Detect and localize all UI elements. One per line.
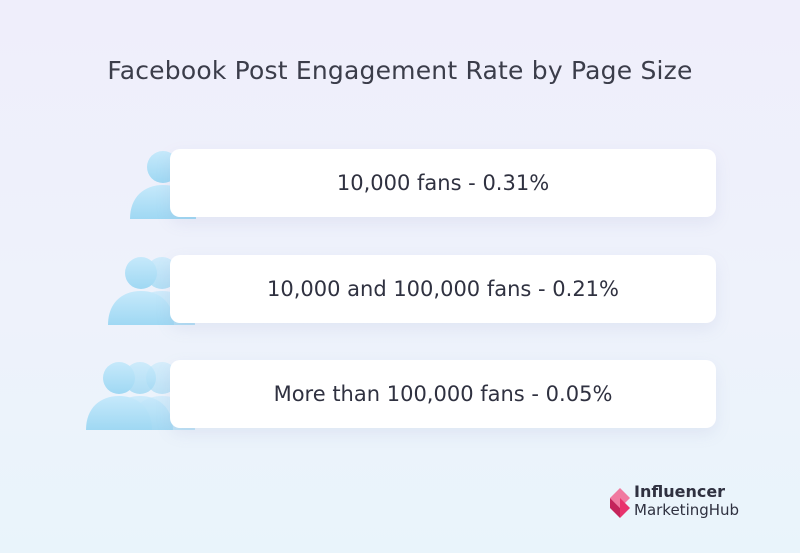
logo-text-line-1: Influencer xyxy=(634,482,726,501)
engagement-row-3: More than 100,000 fans - 0.05% xyxy=(0,358,800,432)
engagement-card: More than 100,000 fans - 0.05% xyxy=(170,360,716,428)
page-title: Facebook Post Engagement Rate by Page Si… xyxy=(107,56,693,85)
logo-mark-icon xyxy=(610,488,630,518)
engagement-label: 10,000 and 100,000 fans - 0.21% xyxy=(266,277,619,301)
engagement-row-2: 10,000 and 100,000 fans - 0.21% xyxy=(0,253,800,327)
influencer-marketing-hub-logo: Influencer MarketingHub xyxy=(608,482,778,522)
engagement-card: 10,000 and 100,000 fans - 0.21% xyxy=(170,255,716,323)
logo-text-line-2: MarketingHub xyxy=(634,501,740,519)
engagement-label: 10,000 fans - 0.31% xyxy=(336,171,550,195)
engagement-row-1: 10,000 fans - 0.31% xyxy=(0,147,800,221)
engagement-label: More than 100,000 fans - 0.05% xyxy=(273,382,613,406)
engagement-card: 10,000 fans - 0.31% xyxy=(170,149,716,217)
